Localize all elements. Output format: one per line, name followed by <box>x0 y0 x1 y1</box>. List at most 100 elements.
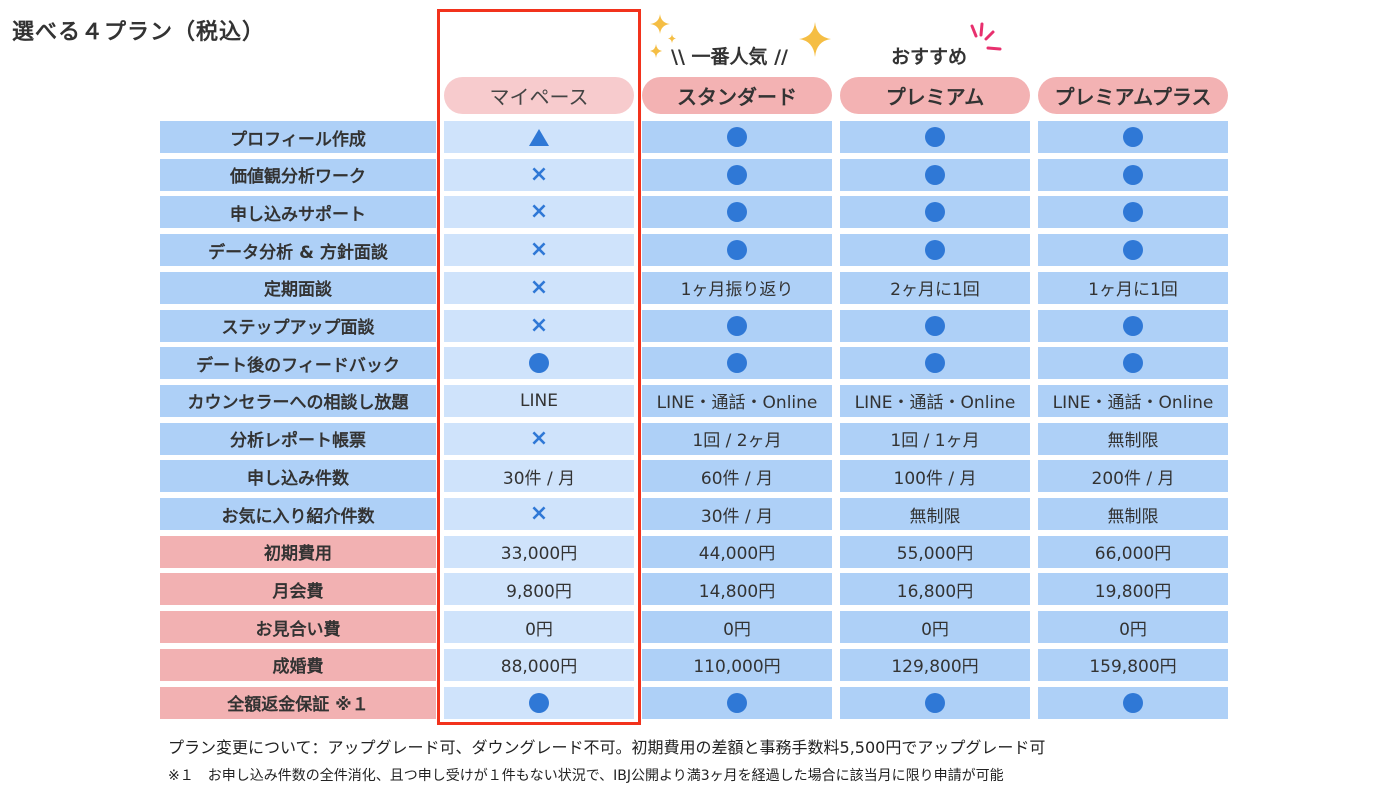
row-label: 分析レポート帳票 <box>160 422 436 455</box>
table-cell <box>840 347 1030 380</box>
table-cell: 33,000円 <box>444 535 634 568</box>
row-label: お見合い費 <box>160 611 436 644</box>
circle-icon <box>1123 127 1143 147</box>
circle-icon <box>529 353 549 374</box>
circle-icon <box>1123 315 1143 336</box>
table-row: 申し込み件数 30件 / 月 60件 / 月 100件 / 月 200件 / 月 <box>160 460 1228 493</box>
row-label: 申し込みサポート <box>160 196 436 229</box>
circle-icon <box>727 692 747 713</box>
table-row: 定期面談 × 1ヶ月振り返り 2ヶ月に1回 1ヶ月に1回 <box>160 271 1228 304</box>
table-row: 価値観分析ワーク × <box>160 158 1228 191</box>
table-row: プロフィール作成 <box>160 121 1228 153</box>
table-cell: × <box>444 422 634 455</box>
table-cell: LINE <box>444 384 634 417</box>
table-cell: × <box>444 234 634 267</box>
sparkle-icon <box>799 22 831 57</box>
table-cell: 200件 / 月 <box>1038 460 1228 493</box>
row-label: データ分析 & 方針面談 <box>160 234 436 267</box>
row-label: 初期費用 <box>160 535 436 568</box>
table-cell: 110,000円 <box>642 648 832 681</box>
recommend-tag: おすすめ <box>891 46 968 68</box>
table-cell: 60件 / 月 <box>642 460 832 493</box>
table-row: デート後のフィードバック <box>160 347 1228 380</box>
plan-header-standard: スタンダード <box>642 77 832 114</box>
table-row: 分析レポート帳票 × 1回 / 2ヶ月 1回 / 1ヶ月 無制限 <box>160 422 1228 455</box>
cross-icon: × <box>529 237 549 263</box>
page-title: 選べる４プラン（税込） <box>12 20 266 45</box>
circle-icon <box>925 315 945 336</box>
row-label: カウンセラーへの相談し放題 <box>160 384 436 417</box>
circle-icon <box>925 202 945 223</box>
row-label: お気に入り紹介件数 <box>160 498 436 530</box>
table-cell <box>840 234 1030 267</box>
cross-icon: × <box>529 274 549 300</box>
table-cell: 0円 <box>444 611 634 644</box>
table-cell: 129,800円 <box>840 648 1030 681</box>
row-label: 定期面談 <box>160 271 436 304</box>
table-cell: 100件 / 月 <box>840 460 1030 493</box>
table-cell: 66,000円 <box>1038 535 1228 568</box>
table-cell <box>642 196 832 229</box>
table-cell: 0円 <box>1038 611 1228 644</box>
cross-icon: × <box>529 312 549 338</box>
circle-icon <box>925 164 945 185</box>
table-cell: × <box>444 271 634 304</box>
table-cell <box>444 347 634 380</box>
circle-icon <box>925 692 945 713</box>
table-cell <box>840 686 1030 719</box>
table-row: 全額返金保証 ※１ <box>160 686 1228 719</box>
table-cell <box>444 686 634 719</box>
table-row: カウンセラーへの相談し放題 LINE LINE・通話・Online LINE・通話・O… <box>160 384 1228 417</box>
table-cell <box>642 347 832 380</box>
table-cell: × <box>444 196 634 229</box>
table-cell <box>1038 347 1228 380</box>
popular-tag: \\ 一番人気 // <box>671 46 788 68</box>
cross-icon: × <box>529 161 549 187</box>
table-cell: LINE・通話・Online <box>642 384 832 417</box>
triangle-icon <box>529 128 549 146</box>
circle-icon <box>727 353 747 374</box>
table-cell <box>840 196 1030 229</box>
sparkle-icon <box>650 14 676 58</box>
table-cell: 44,000円 <box>642 535 832 568</box>
circle-icon <box>1123 202 1143 223</box>
circle-icon <box>925 240 945 261</box>
table-cell <box>1038 196 1228 229</box>
table-cell <box>642 158 832 191</box>
table-cell: 30件 / 月 <box>444 460 634 493</box>
table-cell: 無制限 <box>1038 498 1228 530</box>
table-row: お気に入り紹介件数 × 30件 / 月無制限 無制限 <box>160 498 1228 530</box>
table-cell: × <box>444 498 634 530</box>
table-cell <box>1038 158 1228 191</box>
table-cell: 1ヶ月に1回 <box>1038 271 1228 304</box>
circle-icon <box>529 692 549 713</box>
row-label: 成婚費 <box>160 648 436 681</box>
table-row: 成婚費 88,000円 110,000円 129,800円 159,800円 <box>160 648 1228 681</box>
table-cell <box>642 121 832 153</box>
table-cell: LINE・通話・Online <box>1038 384 1228 417</box>
table-row: お見合い費 0円 0円 0円 0円 <box>160 611 1228 644</box>
table-row: ステップアップ面談 × <box>160 309 1228 342</box>
table-cell: 1ヶ月振り返り <box>642 271 832 304</box>
table-cell <box>1038 234 1228 267</box>
table-cell: × <box>444 309 634 342</box>
table-cell: 16,800円 <box>840 573 1030 606</box>
table-cell <box>642 309 832 342</box>
table-cell <box>840 121 1030 153</box>
circle-icon <box>1123 353 1143 374</box>
circle-icon <box>727 202 747 223</box>
cross-icon: × <box>529 425 549 451</box>
table-cell: 0円 <box>642 611 832 644</box>
footnote: ※１ お申し込み件数の全件消化、且つ申し受けが１件もない状況で、IBJ公開より満… <box>168 768 1004 784</box>
table-row: 申し込みサポート × <box>160 196 1228 229</box>
table-cell: 55,000円 <box>840 535 1030 568</box>
circle-icon <box>1123 240 1143 261</box>
row-label: プロフィール作成 <box>160 121 436 153</box>
table-cell <box>840 158 1030 191</box>
row-label: 全額返金保証 ※１ <box>160 686 436 719</box>
table-cell: 1回 / 1ヶ月 <box>840 422 1030 455</box>
circle-icon <box>1123 164 1143 185</box>
table-cell: 無制限 <box>1038 422 1228 455</box>
circle-icon <box>727 315 747 336</box>
row-label: 月会費 <box>160 573 436 606</box>
